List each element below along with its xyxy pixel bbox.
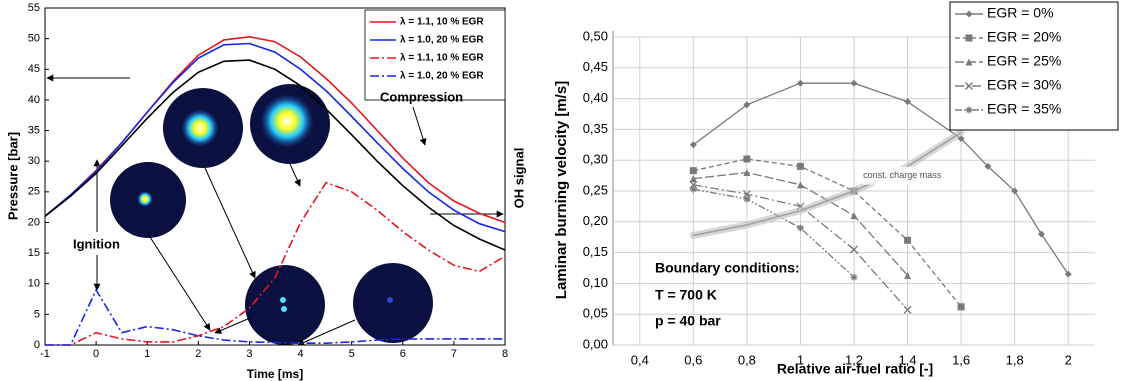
x-tick-label: 6: [400, 348, 406, 360]
y-axis-label: Pressure [bar]: [5, 132, 20, 220]
legend-label: λ = 1.1, 10 % EGR: [400, 53, 484, 64]
y-tick-label: 0,50: [583, 28, 608, 43]
y-tick-label: 45: [28, 63, 40, 75]
y-tick-label: 0,10: [583, 275, 608, 290]
y-tick-label: 10: [28, 278, 40, 290]
x-tick-label: 5: [349, 348, 355, 360]
curve-label: const. charge mass: [863, 170, 942, 180]
point: [851, 80, 858, 87]
y-tick-label: 55: [28, 2, 40, 14]
x-tick-label: 0,4: [631, 352, 649, 367]
annotation: Boundary conditions:: [655, 260, 800, 276]
y-tick-label: 0,40: [583, 90, 608, 105]
y-tick-label: 0,30: [583, 152, 608, 167]
y-tick-label: 35: [28, 124, 40, 136]
point: [958, 303, 965, 310]
y-tick-label: 0,15: [583, 244, 608, 259]
x-tick-label: 8: [502, 348, 508, 360]
x-tick-label: 1,8: [1006, 352, 1024, 367]
x-tick-label: 0,6: [684, 352, 702, 367]
point: [904, 237, 911, 244]
legend-marker: [966, 107, 973, 114]
x-tick-label: 1,6: [952, 352, 970, 367]
x-tick-label: 2: [1065, 352, 1072, 367]
y-tick-label: 0,05: [583, 306, 608, 321]
legend-label: EGR = 0%: [987, 5, 1054, 21]
y-tick-label: 0,35: [583, 121, 608, 136]
y-tick-label: 0,45: [583, 59, 608, 74]
x-tick-label: 3: [246, 348, 252, 360]
annotation: Compression: [380, 89, 463, 104]
y-tick-label: 15: [28, 247, 40, 259]
x-tick-label: 0,8: [738, 352, 756, 367]
point: [1038, 231, 1045, 238]
legend-label: λ = 1.0, 20 % EGR: [400, 71, 484, 82]
y-tick-label: 0,20: [583, 213, 608, 228]
x-tick-label: 4: [297, 348, 303, 360]
legend-label: EGR = 30%: [987, 77, 1061, 93]
legend-label: EGR = 35%: [987, 101, 1061, 117]
legend-label: λ = 1.1, 10 % EGR: [400, 17, 484, 28]
figure: 0510152025303540455055-1012345678Time [m…: [0, 0, 1127, 381]
legend-label: EGR = 25%: [987, 53, 1061, 69]
point: [797, 80, 804, 87]
point: [743, 155, 750, 162]
legend-marker: [966, 35, 973, 42]
point: [690, 167, 697, 174]
legend-label: λ = 1.0, 20 % EGR: [400, 35, 484, 46]
point: [797, 181, 804, 188]
x-tick-label: 0: [93, 348, 99, 360]
flame-images: [110, 84, 433, 345]
point: [797, 163, 804, 170]
y-tick-label: 0,25: [583, 182, 608, 197]
y-tick-label: 50: [28, 33, 40, 45]
y2-axis-label: OH signal: [511, 148, 526, 209]
y-tick-label: 0: [34, 339, 40, 351]
x-tick-label: 7: [451, 348, 457, 360]
y-tick-label: 25: [28, 186, 40, 198]
x-tick-label: -1: [40, 348, 50, 360]
x-tick-label: 1: [144, 348, 150, 360]
y-tick-label: 5: [34, 308, 40, 320]
x-axis-label: Time [ms]: [247, 367, 303, 381]
y-tick-label: 20: [28, 216, 40, 228]
y-tick-label: 0,00: [583, 336, 608, 351]
x-tick-label: 2: [195, 348, 201, 360]
point: [851, 212, 858, 219]
point: [797, 224, 804, 231]
annotation: p = 40 bar: [655, 313, 721, 329]
chart: 0,00 0,05 0,10 0,15 0,20 0,25 0,30 0,35 0,40 0,45…: [553, 2, 1118, 377]
legend-label: EGR = 20%: [987, 29, 1061, 45]
annotation: T = 700 K: [655, 287, 717, 303]
x-axis-label: Relative air-fuel ratio [-]: [777, 361, 933, 377]
annotation: Ignition: [73, 236, 120, 251]
y-tick-label: 30: [28, 155, 40, 167]
y-tick-label: 40: [28, 94, 40, 106]
y-axis-label: Laminar burning velocity [m/s]: [553, 81, 570, 299]
